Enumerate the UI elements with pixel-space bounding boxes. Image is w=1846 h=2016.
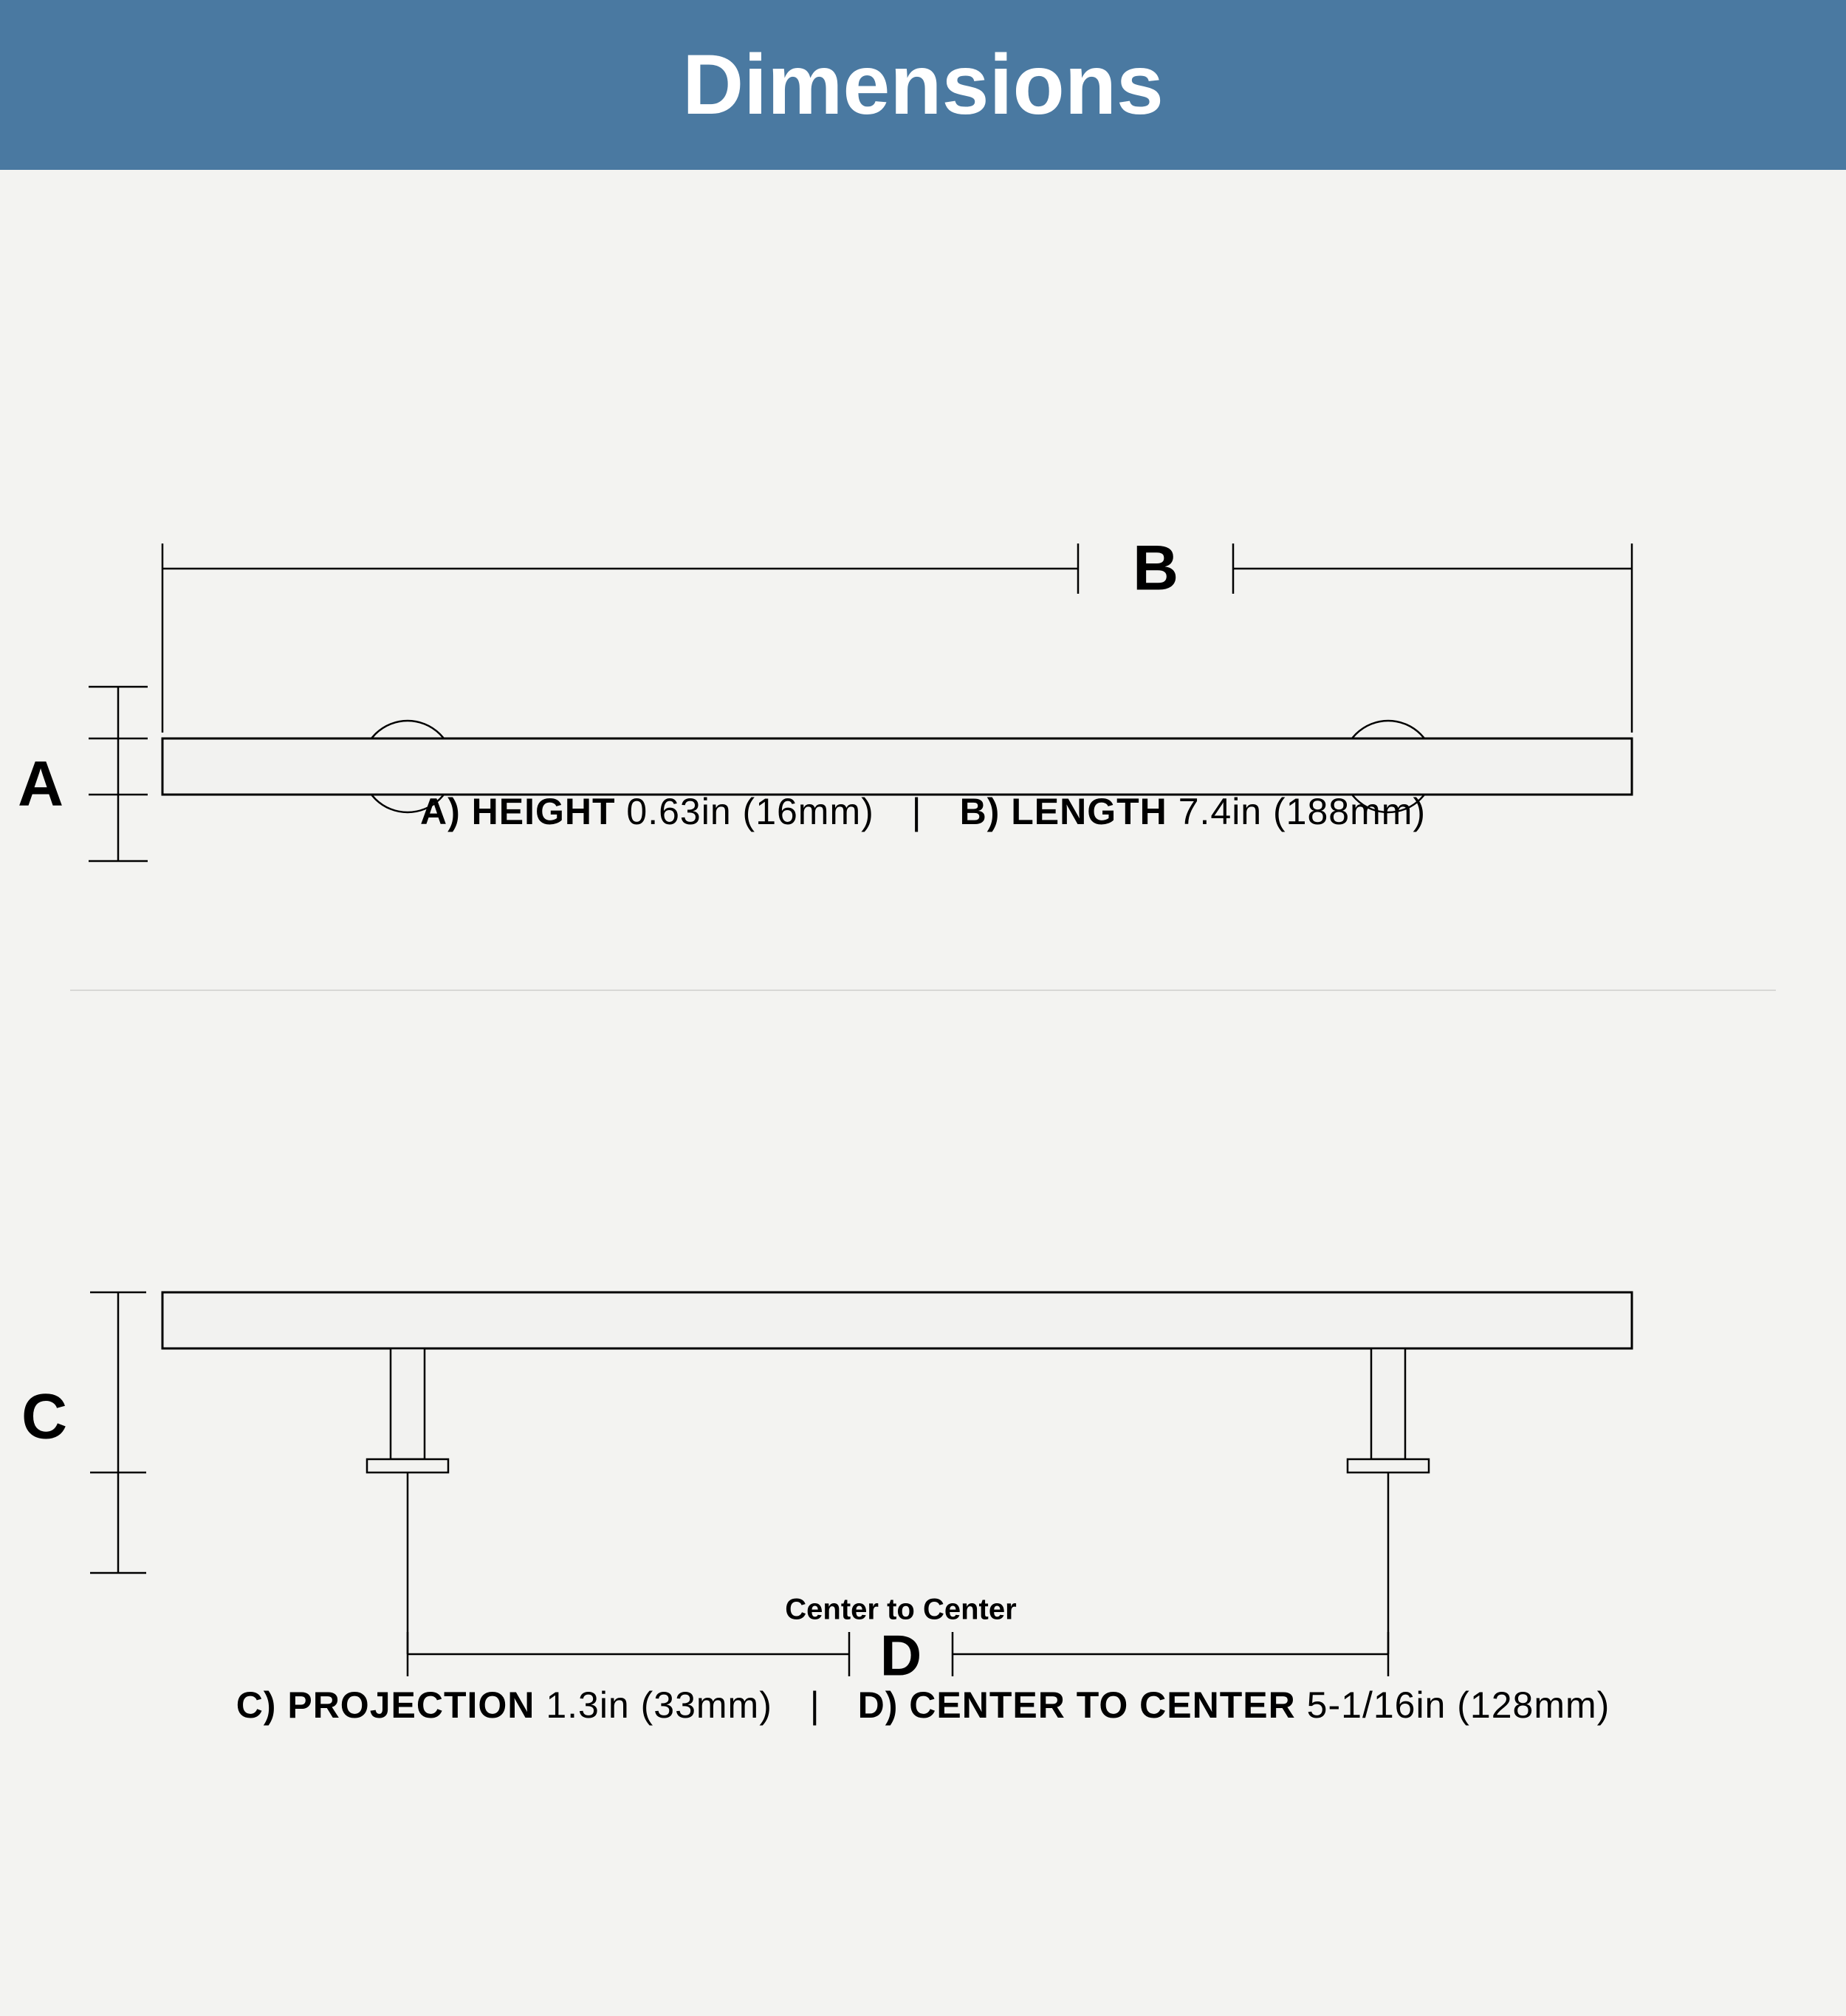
svg-text:C: C bbox=[21, 1382, 67, 1453]
spec-separator: | bbox=[783, 1684, 847, 1727]
spec-a-value: 0.63in (16mm) bbox=[626, 791, 874, 832]
spec-c-label: C) PROJECTION bbox=[236, 1684, 535, 1726]
spec-line-bottom: C) PROJECTION 1.3in (33mm) | D) CENTER T… bbox=[0, 1684, 1846, 1727]
page: Dimensions BACDCenter to Center A) HEIGH… bbox=[0, 0, 1846, 1846]
spec-d-label: D) CENTER TO CENTER bbox=[858, 1684, 1296, 1726]
spec-line-top: A) HEIGHT 0.63in (16mm) | B) LENGTH 7.4i… bbox=[0, 790, 1846, 833]
spec-a-label: A) HEIGHT bbox=[420, 791, 616, 832]
header-banner: Dimensions bbox=[0, 0, 1846, 170]
spec-d-value: 5-1/16in (128mm) bbox=[1307, 1684, 1610, 1726]
spec-separator: | bbox=[885, 790, 949, 833]
header-title: Dimensions bbox=[682, 38, 1164, 132]
section-divider bbox=[70, 990, 1776, 991]
svg-text:B: B bbox=[1133, 533, 1178, 604]
spec-b-value: 7.4in (188mm) bbox=[1178, 791, 1426, 832]
svg-text:D: D bbox=[880, 1623, 922, 1688]
spec-c-value: 1.3in (33mm) bbox=[546, 1684, 772, 1726]
spec-b-label: B) LENGTH bbox=[960, 791, 1167, 832]
svg-text:Center to Center: Center to Center bbox=[785, 1594, 1016, 1626]
dimensions-diagram: BACDCenter to Center bbox=[0, 340, 1846, 2016]
